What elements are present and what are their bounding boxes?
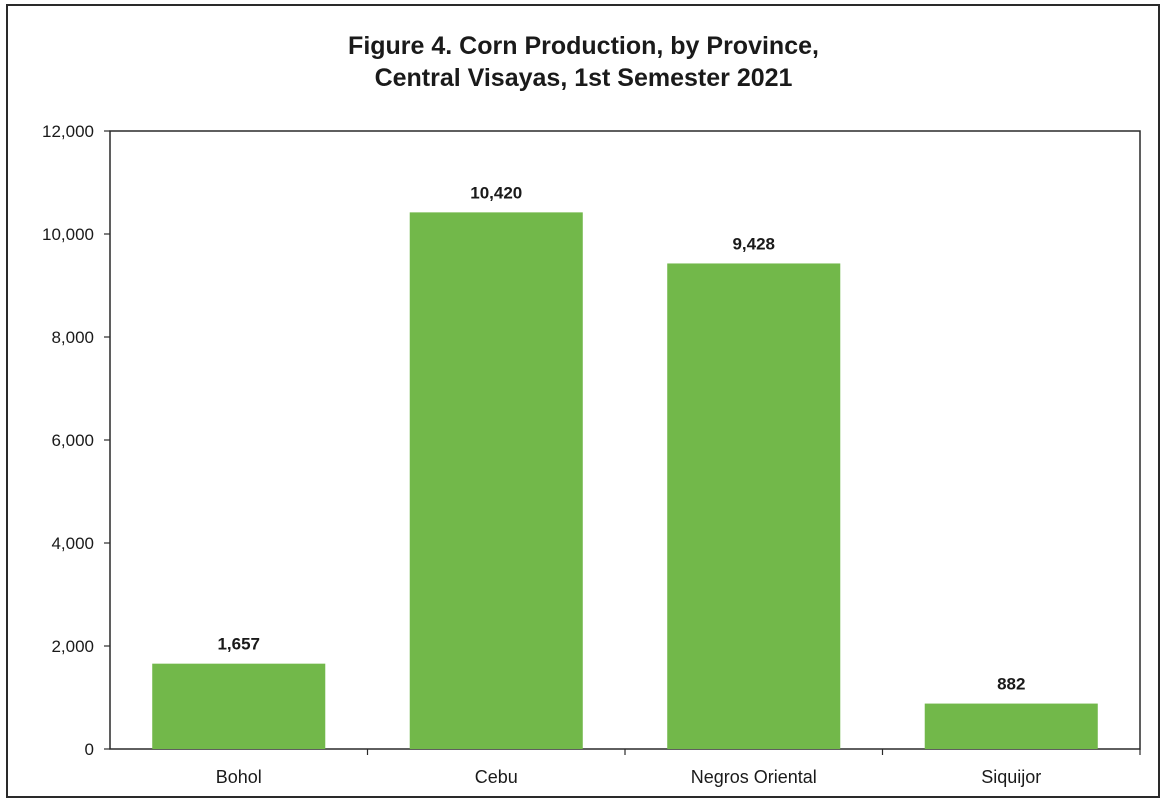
y-tick-label: 6,000 bbox=[51, 431, 94, 450]
data-label: 882 bbox=[997, 675, 1025, 694]
bar bbox=[924, 703, 1098, 749]
y-tick-label: 10,000 bbox=[42, 225, 94, 244]
y-tick-label: 8,000 bbox=[51, 328, 94, 347]
bar bbox=[409, 212, 583, 749]
data-label: 9,428 bbox=[732, 234, 775, 253]
data-label: 1,657 bbox=[217, 635, 260, 654]
chart-title-line-1: Figure 4. Corn Production, by Province, bbox=[348, 32, 819, 60]
x-category-label: Cebu bbox=[475, 767, 518, 787]
chart-title-line-2: Central Visayas, 1st Semester 2021 bbox=[374, 64, 793, 92]
bar bbox=[152, 663, 326, 749]
x-category-label: Siquijor bbox=[981, 767, 1041, 787]
y-tick-label: 0 bbox=[85, 740, 94, 759]
plot-area bbox=[109, 130, 1141, 750]
y-tick-label: 12,000 bbox=[42, 122, 94, 141]
bar bbox=[667, 263, 841, 749]
x-category-label: Negros Oriental bbox=[691, 767, 817, 787]
chart-title: Figure 4. Corn Production, by Province, … bbox=[0, 30, 1167, 94]
data-label: 10,420 bbox=[470, 183, 522, 202]
y-tick-label: 4,000 bbox=[51, 534, 94, 553]
y-tick-label: 2,000 bbox=[51, 637, 94, 656]
x-category-label: Bohol bbox=[216, 767, 262, 787]
